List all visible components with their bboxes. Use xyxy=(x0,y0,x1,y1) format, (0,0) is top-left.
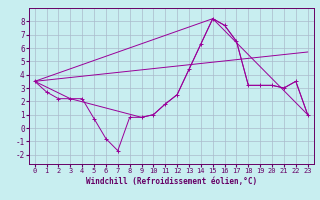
X-axis label: Windchill (Refroidissement éolien,°C): Windchill (Refroidissement éolien,°C) xyxy=(86,177,257,186)
